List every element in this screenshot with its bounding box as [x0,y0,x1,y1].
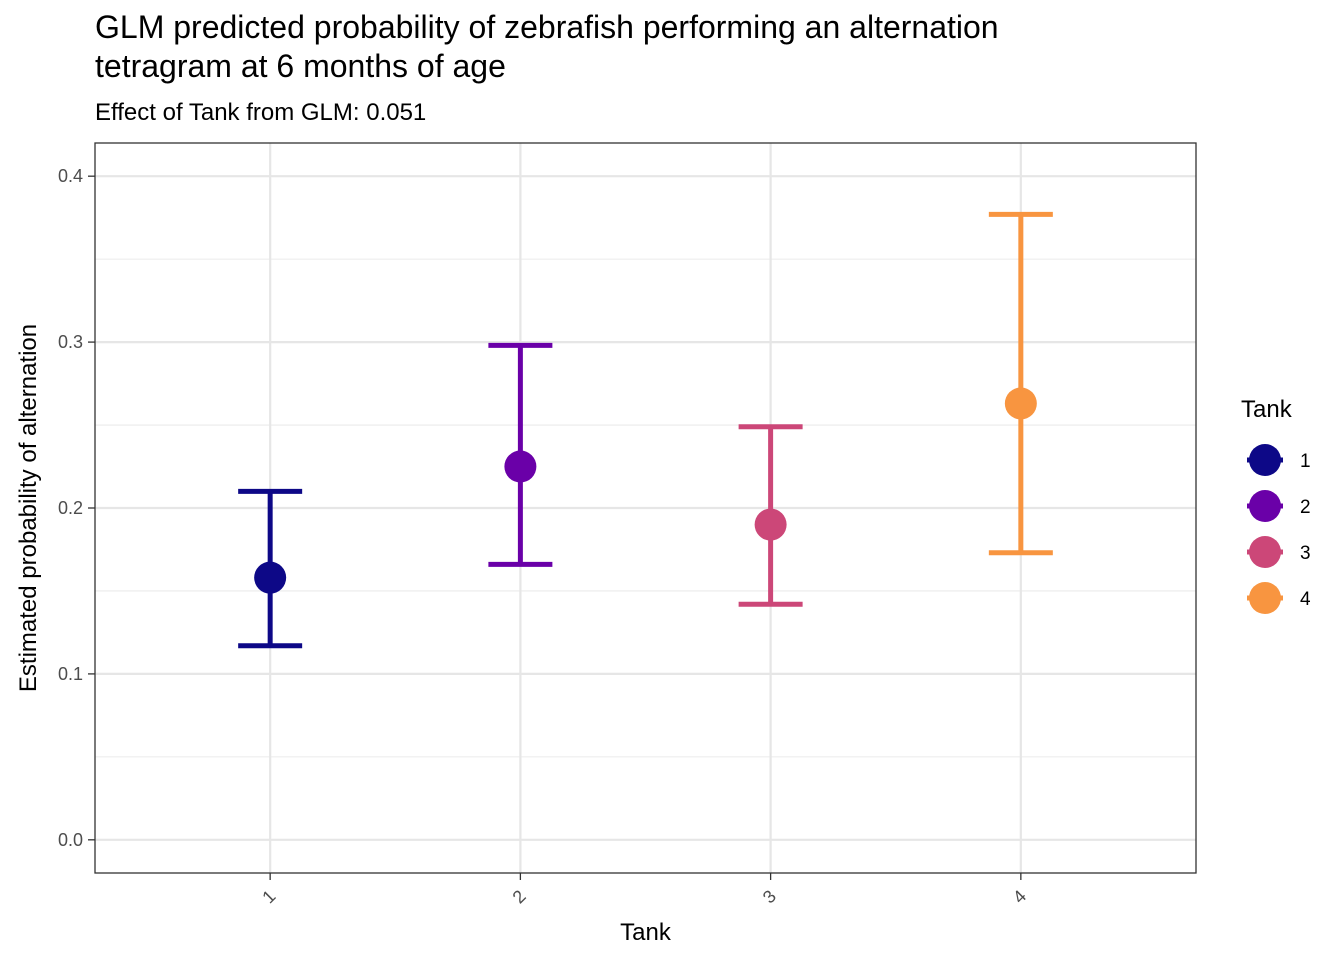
y-tick-label: 0.0 [58,830,83,850]
chart-title-line2: tetragram at 6 months of age [95,48,506,84]
legend-item-4: 4 [1247,582,1311,614]
legend-label-2: 2 [1300,497,1311,518]
x-axis-title: Tank [620,919,672,946]
legend-item-2: 2 [1247,490,1311,522]
y-tick-label: 0.2 [58,498,83,518]
legend-key-point-4 [1249,582,1281,614]
series-1 [238,488,303,649]
point-4 [1004,387,1037,420]
y-tick-label: 0.1 [58,664,83,684]
series-2 [488,342,553,567]
y-axis-title: Estimated probability of alternation [15,324,42,692]
x-tick-label: 3 [759,886,780,907]
data-layer [238,211,1053,649]
legend-key-point-3 [1249,536,1281,568]
legend-title: Tank [1241,396,1293,423]
x-tick-label: 1 [258,886,279,907]
legend-label-3: 3 [1300,543,1311,564]
chart-subtitle: Effect of Tank from GLM: 0.051 [95,99,426,126]
x-tick-label: 2 [509,886,530,907]
point-2 [504,450,537,483]
legend-label-1: 1 [1300,451,1311,472]
y-tick-label: 0.4 [58,166,83,186]
series-4 [988,211,1053,556]
x-tick-label: 4 [1009,886,1030,907]
chart-title-line1: GLM predicted probability of zebrafish p… [95,9,999,45]
legend-key-point-2 [1249,490,1281,522]
point-3 [754,508,787,541]
point-1 [254,561,287,594]
legend: 1 2 3 4 [1247,444,1311,614]
legend-item-3: 3 [1247,536,1311,568]
legend-label-4: 4 [1300,589,1311,610]
legend-item-1: 1 [1247,444,1311,476]
legend-key-point-1 [1249,444,1281,476]
series-3 [738,424,803,607]
y-tick-label: 0.3 [58,332,83,352]
